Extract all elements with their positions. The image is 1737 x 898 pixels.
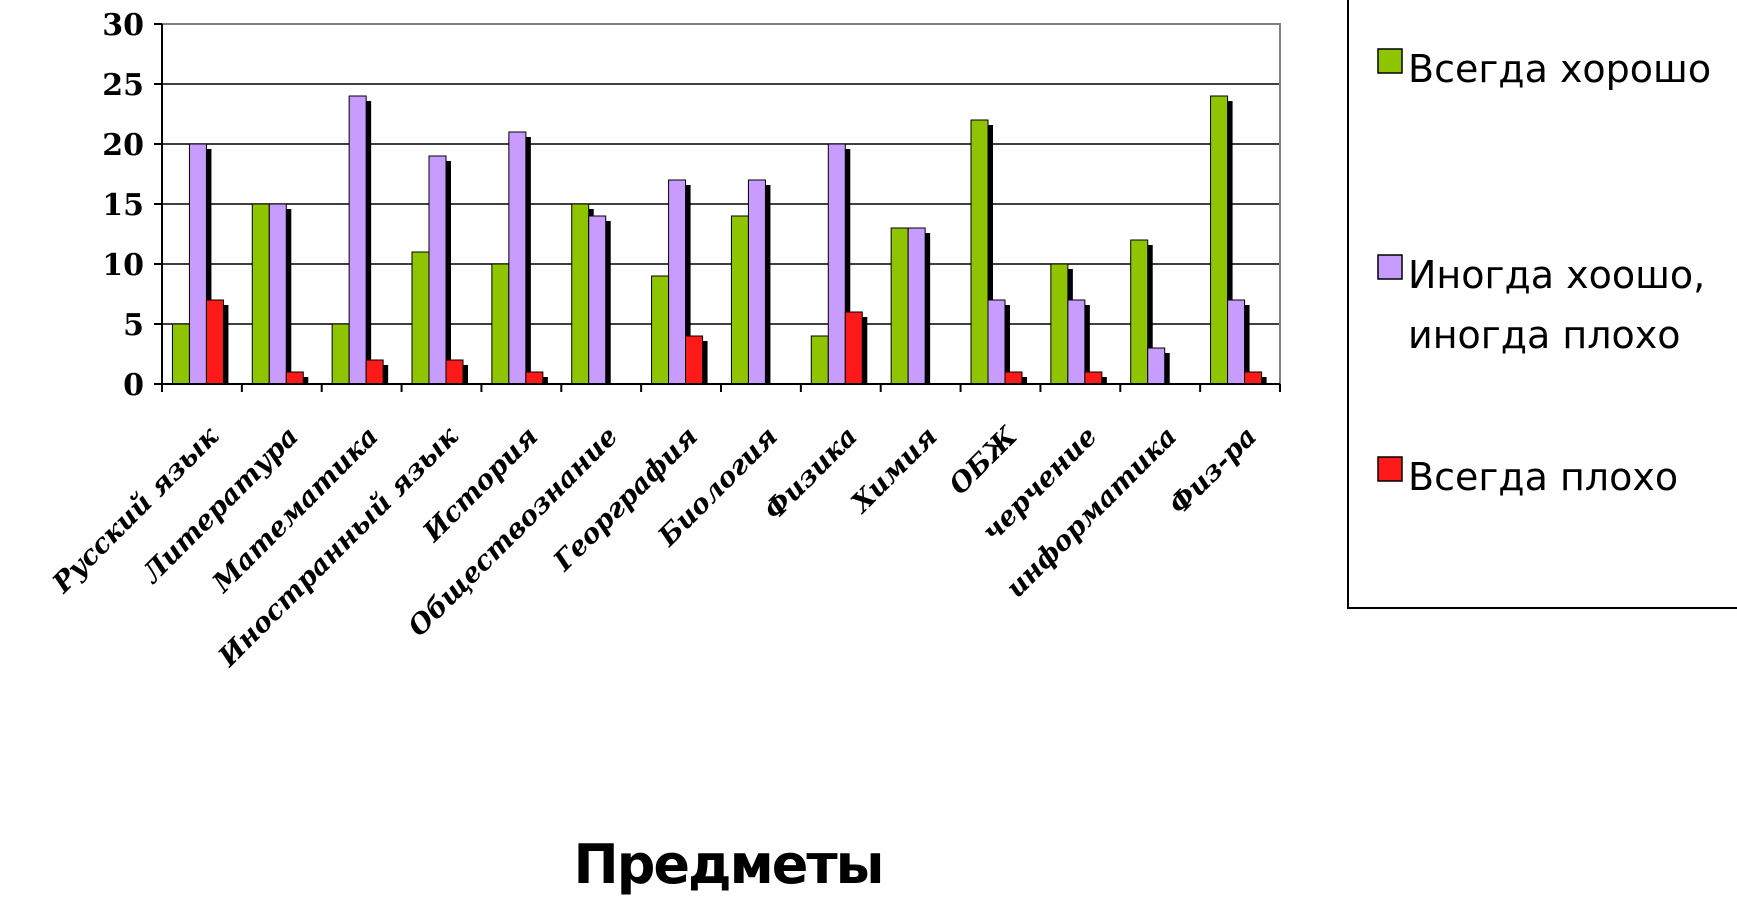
legend-items: Всегда хорошо Иногда хоошо, иногда плохо Вс… (1377, 47, 1711, 499)
y-tick-label: 0 (123, 368, 144, 403)
legend: Всегда хорошо Иногда хоошо, иногда плохо Вс… (1347, 0, 1737, 609)
bar (268, 203, 287, 385)
bar (730, 215, 749, 385)
y-tick-label: 30 (102, 8, 144, 43)
bars (171, 95, 1267, 385)
legend-box (1347, 0, 1737, 609)
bar (491, 263, 510, 385)
x-axis-title: Предметы (574, 833, 883, 896)
bar (1210, 95, 1229, 385)
x-tick-label: Георграфия (547, 421, 704, 578)
bar (571, 203, 590, 385)
bar (331, 323, 350, 385)
bar (171, 323, 190, 385)
bar (411, 251, 430, 385)
bar (205, 299, 224, 385)
legend-swatch (1377, 456, 1403, 482)
y-tick-label: 25 (102, 68, 144, 103)
y-tick-labels: 0 5 10 15 20 25 30 (102, 8, 144, 403)
y-tick-label: 10 (102, 248, 144, 283)
legend-label: Всегда плохо (1408, 455, 1678, 499)
bar (827, 143, 846, 385)
bar (651, 275, 670, 385)
bar (1084, 371, 1103, 385)
x-tick-label: ОБЖ (944, 421, 1024, 501)
x-tick-label: Химия (844, 421, 943, 520)
bar (445, 359, 464, 385)
bar (844, 311, 863, 385)
bar (907, 227, 926, 385)
legend-label: Иногда хоошо, (1408, 253, 1705, 297)
bar (810, 335, 829, 385)
bar (1147, 347, 1166, 385)
bar (1004, 371, 1023, 385)
bar (890, 227, 909, 385)
legend-swatch (1377, 254, 1403, 280)
bar (1130, 239, 1149, 385)
legend-label: иногда плохо (1408, 313, 1681, 357)
bar (188, 143, 207, 385)
legend-swatch (1377, 48, 1403, 74)
bar (285, 371, 304, 385)
bar (251, 203, 270, 385)
bar (970, 119, 989, 385)
bar (987, 299, 1006, 385)
bar (428, 155, 447, 385)
bar (685, 335, 704, 385)
x-tick-label: Физ-ра (1163, 421, 1263, 521)
bar (348, 95, 367, 385)
y-tick-label: 5 (123, 308, 144, 343)
y-tick-label: 20 (102, 128, 144, 163)
bar (668, 179, 687, 385)
bar (525, 371, 544, 385)
bar (1050, 263, 1069, 385)
y-tick-label: 15 (102, 188, 144, 223)
bar (588, 215, 607, 385)
bar (365, 359, 384, 385)
legend-label: Всегда хорошо (1408, 47, 1711, 91)
bar (1244, 371, 1263, 385)
bar (747, 179, 766, 385)
bar (1227, 299, 1246, 385)
x-tick-labels: Русский языкЛитератураМатематикаИностран… (46, 421, 1263, 674)
bar (1067, 299, 1086, 385)
axes (154, 23, 1281, 392)
bar (508, 131, 527, 385)
gridlines (162, 23, 1280, 385)
